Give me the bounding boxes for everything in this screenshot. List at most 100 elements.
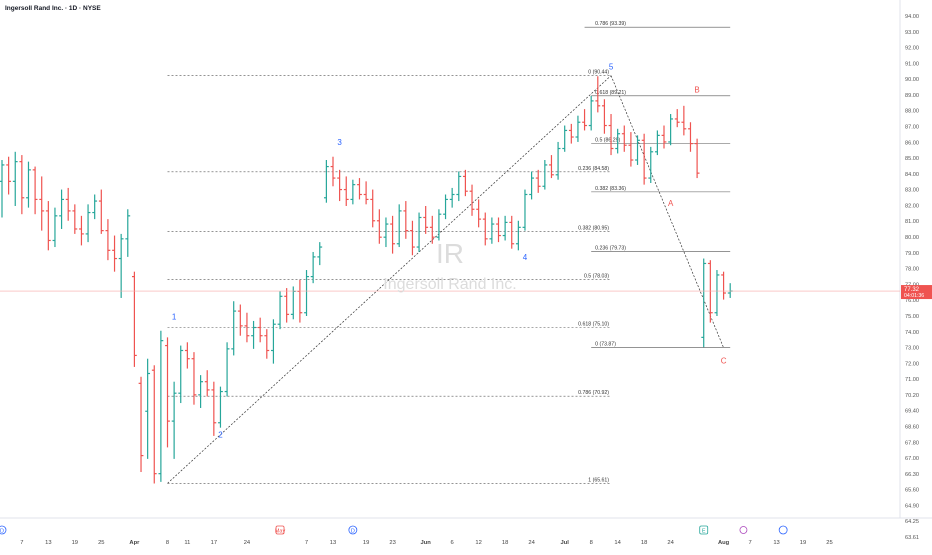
ohlc-bar <box>52 207 58 248</box>
ohlc-bar <box>436 209 442 241</box>
y-tick-label: 65.60 <box>905 488 919 494</box>
y-tick-label: 85.00 <box>905 156 919 162</box>
ohlc-bar <box>158 330 164 482</box>
ohlc-bar <box>469 184 475 216</box>
wave-label: 1 <box>172 312 177 321</box>
event-badge-label: D <box>0 529 4 535</box>
wave-label: 4 <box>523 253 528 262</box>
fib-level-label: 0.382 (80.95) <box>578 225 609 231</box>
ohlc-bar <box>218 386 223 428</box>
ohlc-bar <box>621 125 627 152</box>
x-tick-label: 23 <box>389 540 395 546</box>
ohlc-bar <box>323 160 329 203</box>
ohlc-bar <box>641 133 647 185</box>
ohlc-bar <box>264 329 270 359</box>
ohlc-bar <box>151 365 157 484</box>
ohlc-bar <box>562 125 568 152</box>
y-tick-label: 86.00 <box>905 140 919 146</box>
x-tick-label: 7 <box>748 540 751 546</box>
ohlc-bar <box>429 215 435 244</box>
wave-trend-line <box>610 75 724 348</box>
ohlc-bar <box>330 156 336 187</box>
ohlc-bar <box>118 233 124 298</box>
event-badge <box>348 525 358 535</box>
y-tick-label: 76.00 <box>905 298 919 304</box>
ohlc-bar <box>701 258 707 348</box>
ohlc-bar <box>575 115 581 142</box>
y-tick-label: 64.25 <box>905 519 919 525</box>
ohlc-bar <box>26 161 31 208</box>
x-tick-label: Aug <box>718 540 730 546</box>
watermark-name: Ingersoll Rand Inc. <box>383 276 517 293</box>
x-tick-label: 13 <box>330 540 336 546</box>
ohlc-bar <box>132 271 137 367</box>
ohlc-bar <box>79 215 84 246</box>
x-tick-label: 19 <box>800 540 806 546</box>
ohlc-bar <box>98 189 104 234</box>
ohlc-bar <box>198 375 203 408</box>
ohlc-bar <box>171 381 177 459</box>
y-tick-label: 67.00 <box>905 456 919 462</box>
y-tick-label: 81.00 <box>905 219 919 225</box>
ohlc-bar <box>72 204 78 234</box>
ohlc-bar <box>39 176 45 231</box>
fib-level-label: 0.786 (70.92) <box>578 390 609 396</box>
y-tick-label: 83.00 <box>905 188 919 194</box>
ohlc-bar <box>6 156 12 195</box>
ohlc-bar <box>463 169 468 197</box>
fib-level-label: 0.236 (84.58) <box>578 166 609 172</box>
wave-label: 2 <box>218 431 223 440</box>
ohlc-bar <box>522 189 528 231</box>
ohlc-bar <box>549 155 554 179</box>
x-tick-label: Apr <box>129 540 140 546</box>
wave-label: A <box>668 199 674 208</box>
ohlc-bar <box>297 279 303 323</box>
y-tick-label: 93.00 <box>905 30 919 36</box>
x-tick-label: 19 <box>363 540 369 546</box>
x-tick-label: Jun <box>421 540 432 546</box>
fib-level-label: 0.786 (93.39) <box>595 21 626 27</box>
ohlc-bar <box>184 342 190 369</box>
x-tick-label: 14 <box>614 540 621 546</box>
x-tick-label: 18 <box>641 540 647 546</box>
x-tick-label: 18 <box>502 540 508 546</box>
ohlc-bar <box>350 179 356 205</box>
ohlc-bar <box>674 109 680 128</box>
ohlc-bar <box>0 160 5 218</box>
x-tick-label: 11 <box>184 540 190 546</box>
x-tick-label: 12 <box>475 540 481 546</box>
ohlc-bar <box>727 283 733 298</box>
event-badge-label: May <box>275 529 286 535</box>
y-tick-label: 88.00 <box>905 109 919 115</box>
price-tag <box>901 285 932 300</box>
x-tick-label: 19 <box>72 540 78 546</box>
ohlc-bar <box>588 95 594 131</box>
ohlc-bar <box>59 189 64 229</box>
y-tick-label: 80.00 <box>905 235 919 241</box>
fib-level-label: 0.618 (89.21) <box>595 90 626 96</box>
ohlc-bar <box>12 151 18 206</box>
ohlc-bar <box>257 317 263 343</box>
ohlc-bar <box>251 320 256 349</box>
ohlc-bar <box>370 189 376 228</box>
ohlc-bar <box>376 209 382 244</box>
fib-level-label: 0.5 (78.03) <box>584 273 609 279</box>
fib-level-label: 1 (65.61) <box>588 477 609 483</box>
ohlc-bar <box>476 199 482 228</box>
ohlc-bar <box>396 204 402 248</box>
x-tick-label: 17 <box>211 540 217 546</box>
ohlc-bar <box>211 381 217 436</box>
ohlc-bar <box>568 123 574 144</box>
ohlc-bar <box>383 217 389 248</box>
watermark-symbol: IR <box>436 238 464 269</box>
y-tick-label: 72.00 <box>905 361 919 367</box>
ohlc-bar <box>403 201 409 239</box>
ohlc-bar <box>178 345 184 404</box>
ohlc-bar <box>661 125 667 149</box>
ohlc-bar <box>19 155 25 215</box>
ohlc-bar <box>688 122 693 152</box>
x-tick-label: 13 <box>45 540 51 546</box>
price-tag-countdown: 04:01:36 <box>904 293 924 299</box>
ohlc-bar <box>204 370 210 397</box>
